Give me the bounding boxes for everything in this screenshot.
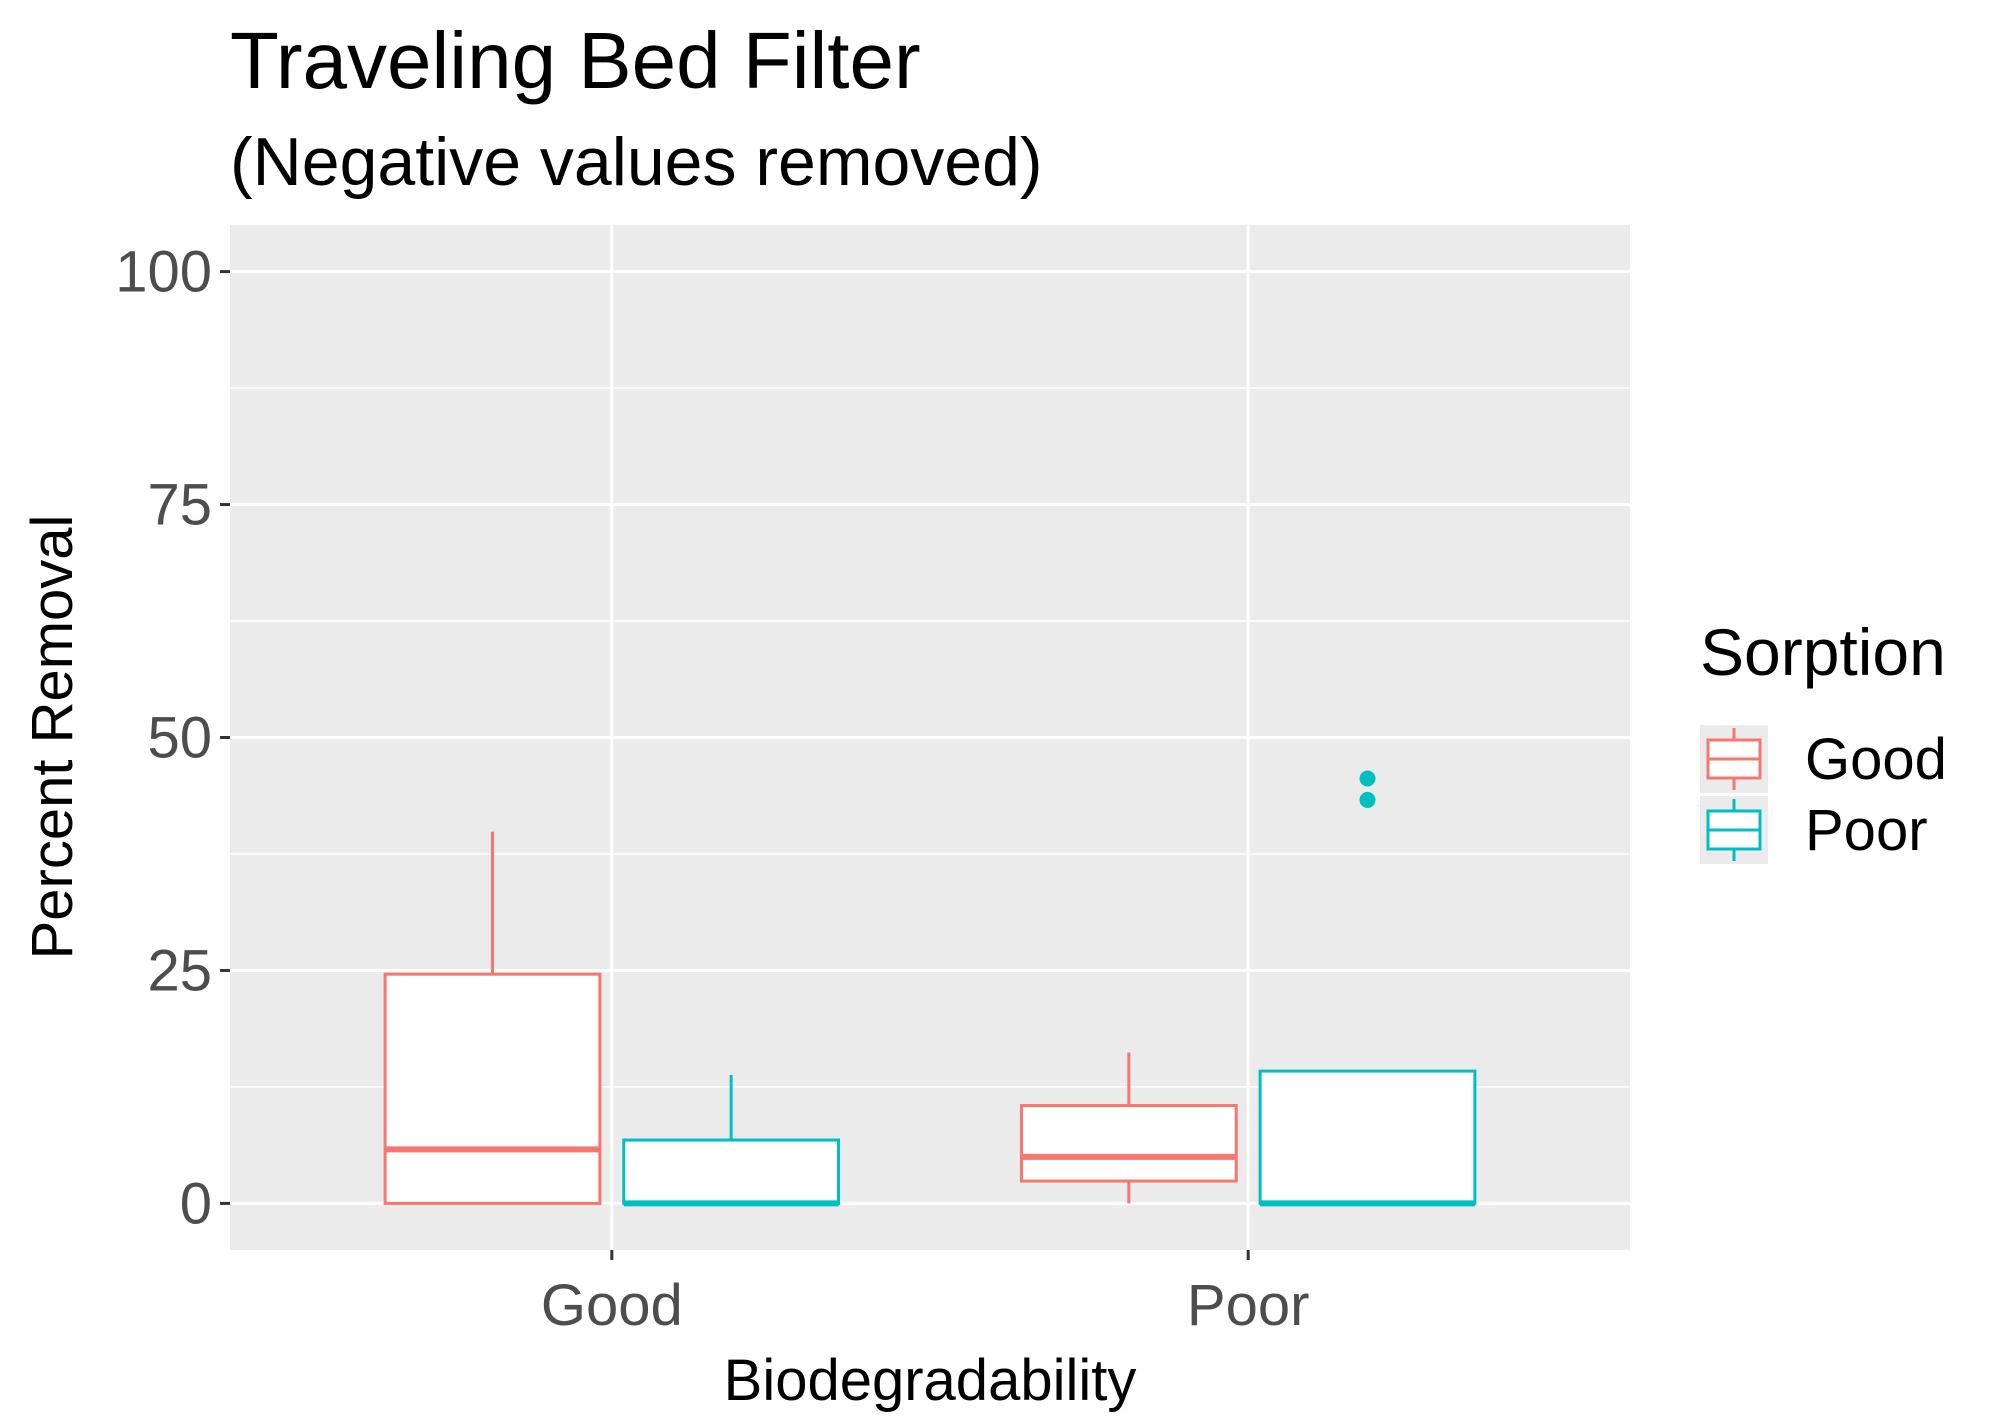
legend-title: Sorption <box>1700 615 1946 689</box>
boxplot-poor-poor <box>1258 770 1477 1207</box>
y-tick-label: 0 <box>180 1171 212 1236</box>
chart-subtitle: (Negative values removed) <box>230 124 1043 200</box>
box <box>1019 1104 1238 1183</box>
legend-label: Good <box>1805 727 1947 792</box>
legend-key-poor: Poor <box>1700 796 1928 864</box>
x-tick-label: Good <box>541 1273 683 1338</box>
outlier-point <box>1359 791 1376 808</box>
boxplot-good-poor <box>1019 1052 1238 1204</box>
y-tick-label: 25 <box>147 938 212 1003</box>
axes: 0 25 50 75 100 Good Poor <box>115 240 1309 1338</box>
legend-key-good: Good <box>1700 725 1947 793</box>
box <box>622 1138 841 1205</box>
boxplots <box>383 770 1477 1207</box>
y-tick-label: 75 <box>147 473 212 538</box>
x-axis-title: Biodegradability <box>724 1348 1137 1413</box>
box <box>383 972 602 1205</box>
y-tick-label: 100 <box>115 240 212 305</box>
box <box>1258 1069 1477 1205</box>
x-tick-label: Poor <box>1187 1273 1310 1338</box>
grid <box>230 225 1630 1250</box>
y-axis-title: Percent Removal <box>20 515 85 960</box>
y-tick-label: 50 <box>147 706 212 771</box>
outlier-point <box>1359 770 1376 787</box>
chart-title: Traveling Bed Filter <box>230 16 921 105</box>
legend-label: Poor <box>1805 798 1928 863</box>
boxplot-good-good <box>383 831 602 1205</box>
boxplot-poor-good <box>622 1074 841 1207</box>
